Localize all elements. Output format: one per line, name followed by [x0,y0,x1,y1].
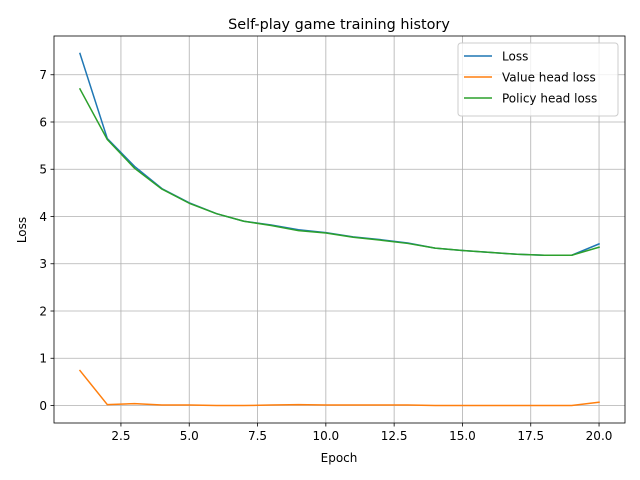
y-tick-label: 0 [39,399,47,413]
axis-ticks: 2.5 5.0 7.5 10.0 12.5 15.0 17.5 20.0 0 1 2 3 4 5 6 7 [39,68,612,443]
y-tick-label: 2 [39,304,47,318]
y-axis-label: Loss [15,217,29,243]
x-tick-label: 10.0 [312,429,339,443]
x-tick-label: 17.5 [517,429,544,443]
y-tick-label: 4 [39,210,47,224]
series-lines [78,52,601,407]
legend-box [457,42,619,117]
x-tick-label: 7.5 [248,429,267,443]
y-tick-label: 5 [39,163,47,177]
legend: Loss Value head loss Policy head loss [457,42,619,117]
x-tick-label: 5.0 [180,429,199,443]
chart-title: Self-play game training history [228,17,450,33]
x-tick-label: 2.5 [111,429,130,443]
y-tick-label: 7 [39,68,47,82]
x-tick-label: 20.0 [586,429,613,443]
legend-label-value-head-loss: Value head loss [502,70,596,84]
legend-label-policy-head-loss: Policy head loss [502,91,597,105]
y-tick-label: 3 [39,257,47,271]
y-tick-label: 1 [39,352,47,366]
x-axis-label: Epoch [321,451,358,465]
legend-label-loss: Loss [502,49,528,63]
x-tick-label: 12.5 [381,429,408,443]
series-line-policy-head-loss [78,87,600,256]
x-tick-label: 15.0 [449,429,476,443]
y-tick-label: 6 [39,115,47,129]
series-line-value-head-loss [78,369,600,407]
plot-frame [53,35,626,424]
